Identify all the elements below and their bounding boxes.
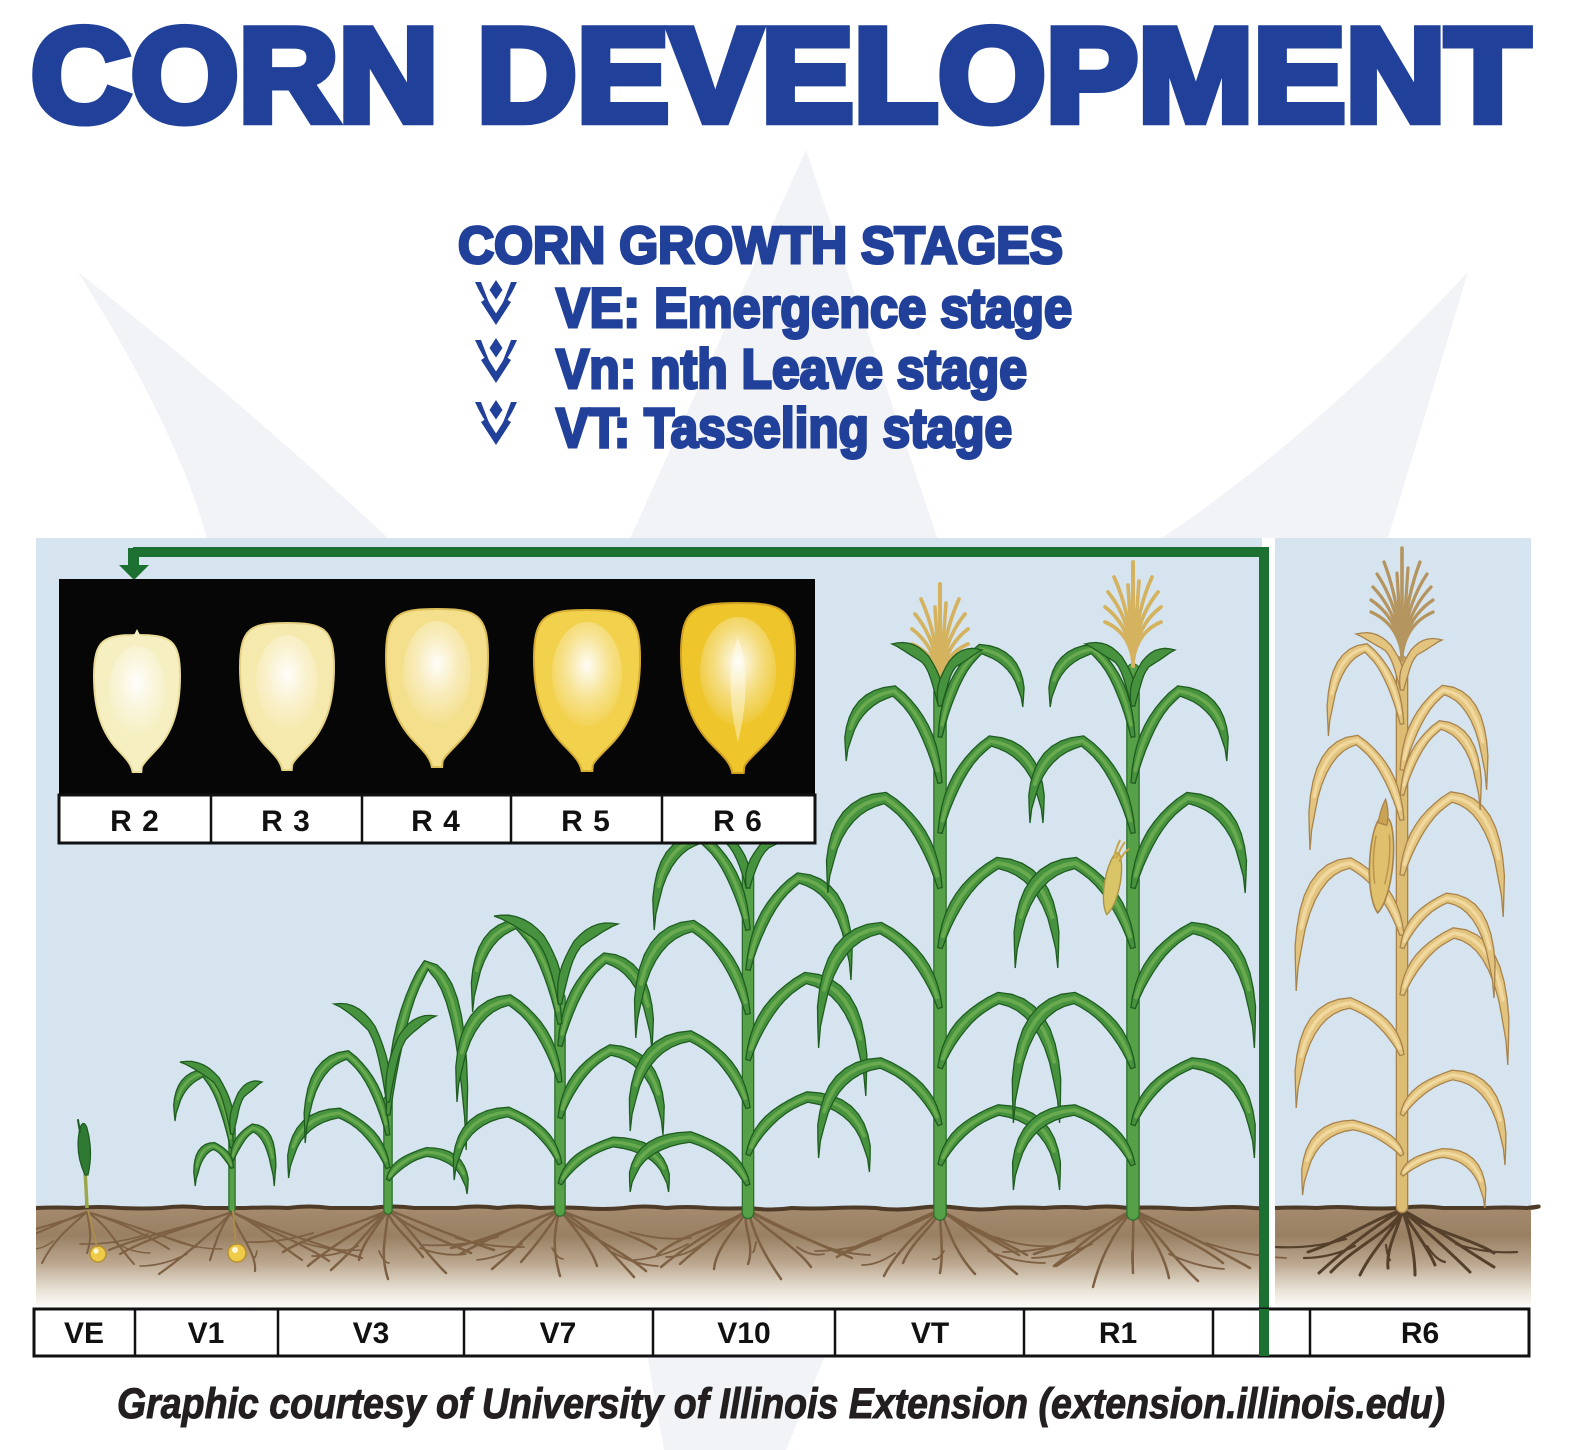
svg-text:R 5: R 5: [561, 805, 611, 838]
svg-text:V1: V1: [188, 1317, 225, 1350]
svg-text:R 3: R 3: [261, 805, 311, 838]
svg-text:V3: V3: [353, 1317, 390, 1350]
svg-text:R 4: R 4: [411, 805, 461, 838]
svg-text:VT: Tasseling stage: VT: Tasseling stage: [556, 396, 1012, 459]
svg-text:V10: V10: [717, 1317, 770, 1350]
svg-text:R6: R6: [1401, 1317, 1439, 1350]
svg-text:R 2: R 2: [110, 805, 160, 838]
svg-text:VT: VT: [911, 1317, 949, 1350]
svg-text:CORN DEVELOPMENT: CORN DEVELOPMENT: [31, 2, 1530, 150]
svg-text:VE: Emergence stage: VE: Emergence stage: [556, 276, 1072, 339]
svg-text:VE: VE: [64, 1317, 104, 1350]
svg-text:Vn: nth Leave stage: Vn: nth Leave stage: [556, 337, 1027, 400]
svg-text:R 6: R 6: [713, 805, 763, 838]
svg-text:R1: R1: [1099, 1317, 1137, 1350]
svg-text:V7: V7: [540, 1317, 577, 1350]
svg-text:CORN GROWTH STAGES: CORN GROWTH STAGES: [458, 217, 1063, 275]
svg-text:Graphic courtesy of University: Graphic courtesy of University of Illino…: [117, 1380, 1445, 1428]
